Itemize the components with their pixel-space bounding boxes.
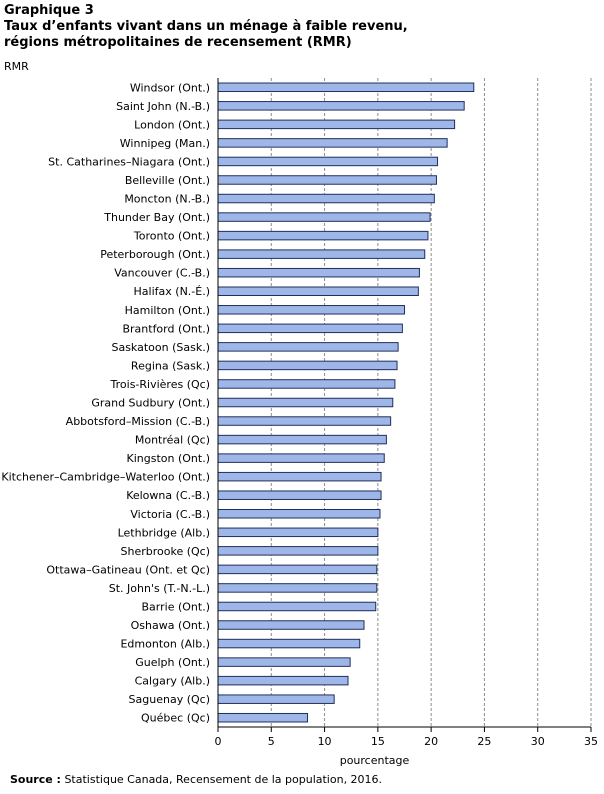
- x-tick-label-5: 5: [268, 735, 275, 748]
- bar-32: [217, 657, 351, 667]
- category-label-2: Saint John (N.-B.): [116, 100, 210, 113]
- category-label-18: Grand Sudbury (Ont.): [91, 397, 210, 410]
- category-label-32: Guelph (Ont.): [135, 656, 210, 669]
- category-label-29: Barrie (Ont.): [142, 600, 210, 613]
- bar-17: [217, 379, 396, 389]
- category-label-22: Kitchener–Cambridge–Waterloo (Ont.): [1, 471, 210, 484]
- bar-25: [217, 527, 379, 538]
- category-label-8: Thunder Bay (Ont.): [103, 211, 210, 224]
- bar-16: [217, 360, 398, 371]
- graph-number: Graphique 3: [4, 3, 94, 18]
- bar-23: [217, 490, 382, 500]
- title-block: Graphique 3 Taux d’enfants vivant dans u…: [4, 3, 408, 51]
- source-note: Source : Statistique Canada, Recensement…: [10, 773, 382, 786]
- category-label-13: Hamilton (Ont.): [125, 304, 210, 317]
- bar-15: [217, 342, 399, 352]
- category-label-17: Trois-Rivières (Qc): [110, 378, 210, 391]
- category-label-11: Vancouver (C.-B.): [114, 267, 210, 280]
- x-tick-label-0: 0: [215, 735, 222, 748]
- category-label-23: Kelowna (C.-B.): [126, 489, 210, 502]
- x-tick-label-10: 10: [318, 735, 332, 748]
- bar-8: [217, 212, 431, 222]
- category-label-30: Oshawa (Ont.): [131, 619, 210, 632]
- category-label-14: Brantford (Ont.): [122, 322, 210, 335]
- category-label-25: Lethbridge (Alb.): [118, 526, 210, 539]
- category-label-10: Peterborough (Ont.): [100, 248, 210, 261]
- category-label-24: Victoria (C.-B.): [130, 508, 210, 521]
- x-axis-title: pourcentage: [340, 754, 410, 767]
- bar-2: [217, 101, 465, 111]
- bar-29: [217, 601, 377, 612]
- source-text: Statistique Canada, Recensement de la po…: [60, 773, 383, 786]
- category-label-16: Regina (Sask.): [131, 359, 210, 372]
- bar-33: [217, 675, 349, 686]
- category-label-26: Sherbrooke (Qc): [121, 545, 211, 558]
- category-label-35: Québec (Qc): [141, 712, 210, 725]
- bar-24: [217, 509, 381, 519]
- graph-title-line-2: régions métropolitaines de recensement (…: [4, 35, 352, 50]
- category-label-5: St. Catharines–Niagara (Ont.): [48, 155, 210, 168]
- bar-3: [217, 119, 456, 130]
- bar-9: [217, 230, 429, 241]
- category-label-15: Saskatoon (Sask.): [111, 341, 210, 354]
- bar-14: [217, 323, 403, 334]
- bar-6: [217, 175, 437, 185]
- category-label-19: Abbotsford–Mission (C.-B.): [66, 415, 210, 428]
- category-label-31: Edmonton (Alb.): [120, 638, 210, 651]
- x-tick-label-20: 20: [424, 735, 438, 748]
- bar-7: [217, 193, 435, 204]
- bar-34: [217, 694, 335, 704]
- category-label-33: Calgary (Alb.): [135, 675, 210, 688]
- y-axis-caption: RMR: [4, 60, 29, 73]
- category-label-12: Halifax (N.-É.): [134, 285, 210, 298]
- bar-1: [217, 82, 475, 93]
- category-label-1: Windsor (Ont.): [130, 81, 210, 94]
- category-label-7: Moncton (N.-B.): [124, 193, 210, 206]
- bar-10: [217, 249, 426, 259]
- bar-28: [217, 583, 378, 593]
- bar-20: [217, 434, 387, 445]
- bar-13: [217, 305, 405, 315]
- x-tick-label-25: 25: [477, 735, 491, 748]
- bar-26: [217, 546, 379, 556]
- bar-30: [217, 620, 365, 630]
- bar-22: [217, 471, 382, 482]
- bar-11: [217, 267, 420, 278]
- bar-5: [217, 156, 439, 167]
- bar-19: [217, 416, 392, 426]
- bar-35: [217, 712, 309, 723]
- x-tick-label-30: 30: [531, 735, 545, 748]
- bar-12: [217, 286, 419, 296]
- category-label-27: Ottawa–Gatineau (Ont. et Qc): [46, 563, 210, 576]
- bar-21: [217, 453, 385, 463]
- category-label-6: Belleville (Ont.): [125, 174, 210, 187]
- category-label-9: Toronto (Ont.): [133, 230, 210, 243]
- source-label: Source :: [10, 773, 61, 786]
- graph-title-line-1: Taux d’enfants vivant dans un ménage à f…: [4, 19, 408, 34]
- category-label-21: Kingston (Ont.): [127, 452, 211, 465]
- category-label-4: Winnipeg (Man.): [120, 137, 210, 150]
- category-label-34: Saguenay (Qc): [129, 693, 210, 706]
- bar-18: [217, 397, 394, 408]
- x-tick-label-35: 35: [584, 735, 598, 748]
- category-label-28: St. John's (T.-N.-L.): [109, 582, 210, 595]
- bar-27: [217, 564, 378, 575]
- bar-4: [217, 138, 448, 148]
- category-label-20: Montréal (Qc): [135, 434, 210, 447]
- category-label-3: London (Ont.): [134, 118, 210, 131]
- bar-31: [217, 638, 361, 649]
- x-tick-label-15: 15: [371, 735, 385, 748]
